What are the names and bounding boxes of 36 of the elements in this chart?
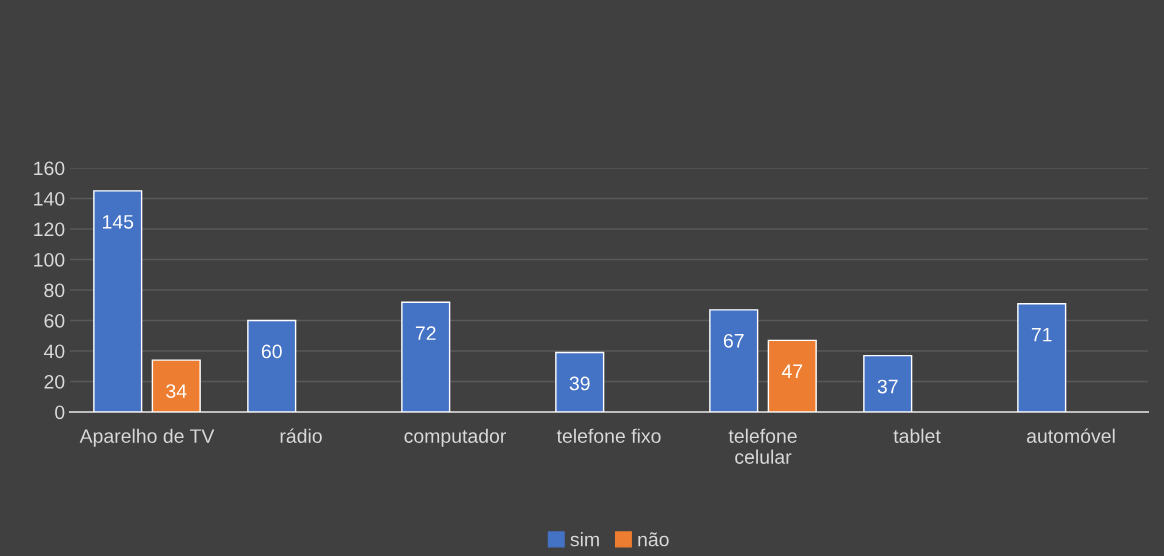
- data-label: 37: [877, 379, 898, 394]
- y-tick-label: 80: [44, 283, 65, 298]
- y-tick-label: 120: [34, 222, 65, 237]
- data-label: 71: [1031, 327, 1052, 342]
- data-label: 60: [261, 344, 282, 359]
- x-tick-label: computador: [404, 428, 507, 447]
- bar: [151, 359, 201, 412]
- data-label: 47: [781, 364, 803, 378]
- x-tick-label: telefone fixo: [556, 428, 661, 443]
- bar: [401, 301, 451, 412]
- y-tick-label: 0: [55, 405, 65, 420]
- y-tick-label: 100: [34, 252, 65, 267]
- y-tick-label: 140: [34, 191, 65, 206]
- bar: [555, 351, 605, 412]
- x-tick-label: Aparelho de TV: [79, 428, 215, 447]
- x-tick-label: automóvel: [1026, 428, 1115, 443]
- bar: [709, 309, 759, 412]
- bar: [247, 319, 297, 412]
- x-tick-label: telefone celular: [728, 428, 797, 464]
- y-tick-label: 40: [43, 344, 65, 359]
- y-tick-label: 160: [34, 161, 65, 176]
- data-label: 34: [166, 384, 187, 398]
- data-label: 72: [415, 326, 436, 340]
- bar: [93, 190, 143, 412]
- bar: [1017, 303, 1067, 412]
- x-tick-label: tablet: [893, 428, 941, 443]
- data-label: 39: [569, 376, 590, 391]
- data-label: 145: [103, 215, 134, 229]
- bar: [767, 339, 817, 412]
- x-tick-label: rádio: [280, 428, 322, 443]
- bar: [863, 354, 913, 412]
- legend-label: sim: [570, 532, 599, 547]
- data-label: 67: [723, 333, 744, 348]
- legend-label: não: [638, 532, 669, 547]
- y-tick-label: 20: [44, 374, 65, 389]
- y-tick-label: 60: [44, 313, 65, 328]
